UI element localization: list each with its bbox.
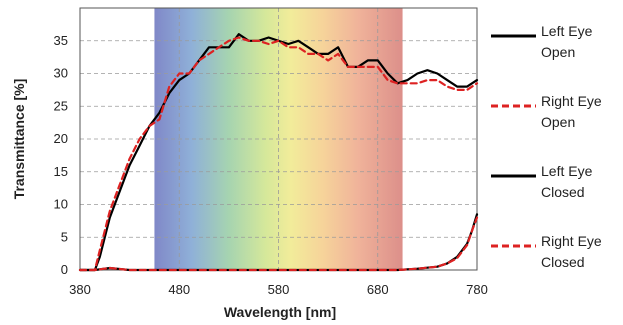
x-tick-label: 780 [466,282,488,297]
x-tick-label: 580 [268,282,290,297]
x-tick-label: 380 [69,282,91,297]
y-tick-label: 25 [54,98,68,113]
legend-label: Closed [541,184,585,200]
y-tick-label: 35 [54,33,68,48]
series-line-right-eye-closed [78,216,479,272]
y-tick-label: 15 [54,164,68,179]
legend-label: Open [541,44,575,60]
y-tick-label: 5 [61,229,68,244]
y-tick-label: 0 [61,262,68,277]
series-line-right-eye-open [78,36,479,272]
legend-label: Closed [541,254,585,270]
x-tick-label: 680 [367,282,389,297]
legend-label: Left Eye [541,163,593,179]
x-axis-title: Wavelength [nm] [224,304,336,320]
legend-label: Right Eye [541,233,602,249]
legend-label: Open [541,114,575,130]
y-tick-label: 30 [54,66,68,81]
legend-label: Left Eye [541,23,593,39]
y-tick-label: 10 [54,197,68,212]
x-tick-label: 480 [168,282,190,297]
y-axis-title: Transmittance [%] [11,79,27,200]
y-tick-label: 20 [54,131,68,146]
legend-label: Right Eye [541,93,602,109]
